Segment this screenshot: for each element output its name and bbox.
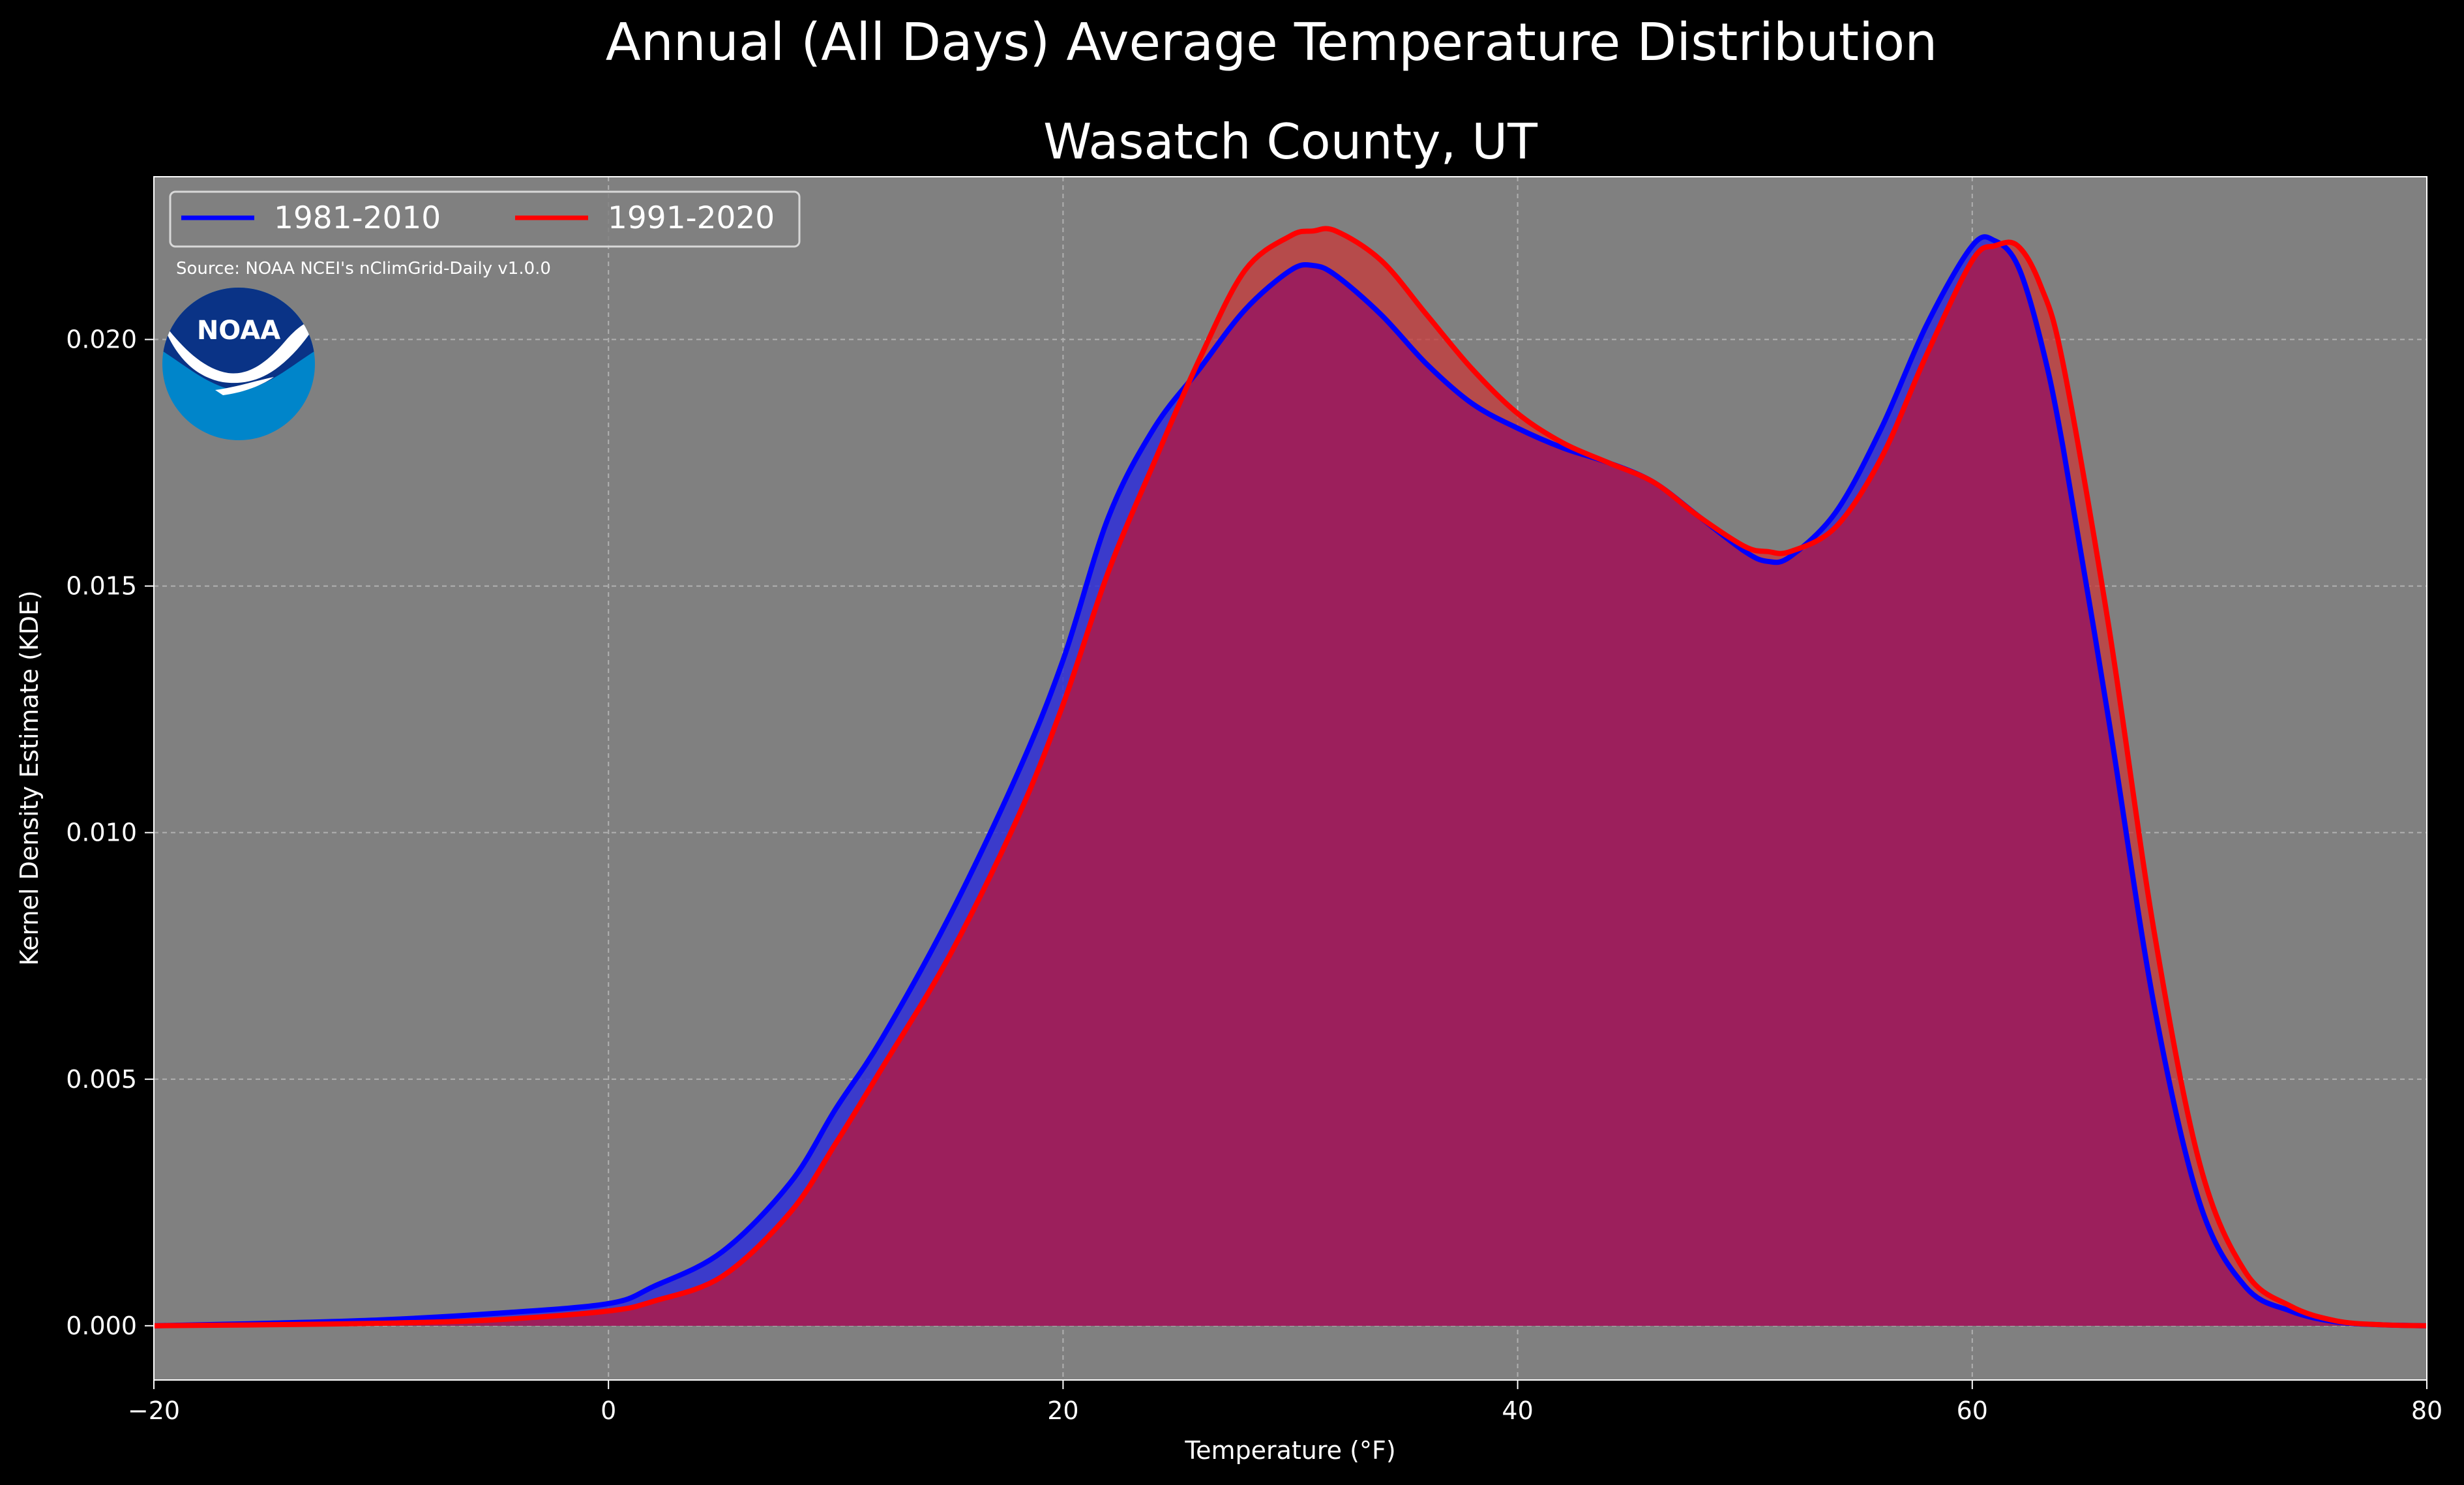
legend-label-1991-2020: 1991-2020 bbox=[608, 200, 775, 236]
y-tick-label: 0.000 bbox=[66, 1312, 137, 1340]
legend: 1981-2010 1991-2020 bbox=[169, 190, 801, 248]
x-tick-label: 0 bbox=[601, 1396, 616, 1425]
y-axis-label: Kernel Density Estimate (KDE) bbox=[15, 590, 44, 966]
x-tick-label: 60 bbox=[1957, 1396, 1988, 1425]
x-tick-label: 40 bbox=[1502, 1396, 1533, 1425]
legend-box bbox=[169, 190, 801, 248]
noaa-logo-text: NOAA bbox=[197, 316, 280, 346]
noaa-logo: NOAA bbox=[162, 288, 315, 440]
x-tick-label: −20 bbox=[128, 1396, 180, 1425]
series-line-1981-2010 bbox=[154, 234, 2427, 1328]
chart-title: Annual (All Days) Average Temperature Di… bbox=[606, 12, 1938, 72]
x-tick-label: 80 bbox=[2411, 1396, 2442, 1425]
y-tick-label: 0.015 bbox=[66, 572, 137, 601]
plot-frame bbox=[153, 176, 2427, 1381]
y-axis-ticks: 0.000 0.005 0.010 0.015 0.020 bbox=[66, 325, 154, 1340]
chart-subtitle: Wasatch County, UT bbox=[1043, 113, 1538, 170]
y-tick-label: 0.005 bbox=[66, 1065, 137, 1094]
source-note: Source: NOAA NCEI's nClimGrid-Daily v1.0… bbox=[176, 259, 551, 278]
y-tick-label: 0.010 bbox=[66, 818, 137, 847]
legend-label-1981-2010: 1981-2010 bbox=[274, 200, 441, 236]
area-overlap bbox=[154, 245, 2427, 1326]
series-layer bbox=[154, 226, 2427, 1328]
y-tick-label: 0.020 bbox=[66, 325, 137, 354]
x-axis-ticks: −20 0 20 40 60 80 bbox=[128, 1380, 2442, 1425]
x-tick-label: 20 bbox=[1047, 1396, 1078, 1425]
x-axis-label: Temperature (°F) bbox=[1184, 1436, 1395, 1465]
series-line-1991-2020 bbox=[154, 226, 2427, 1328]
